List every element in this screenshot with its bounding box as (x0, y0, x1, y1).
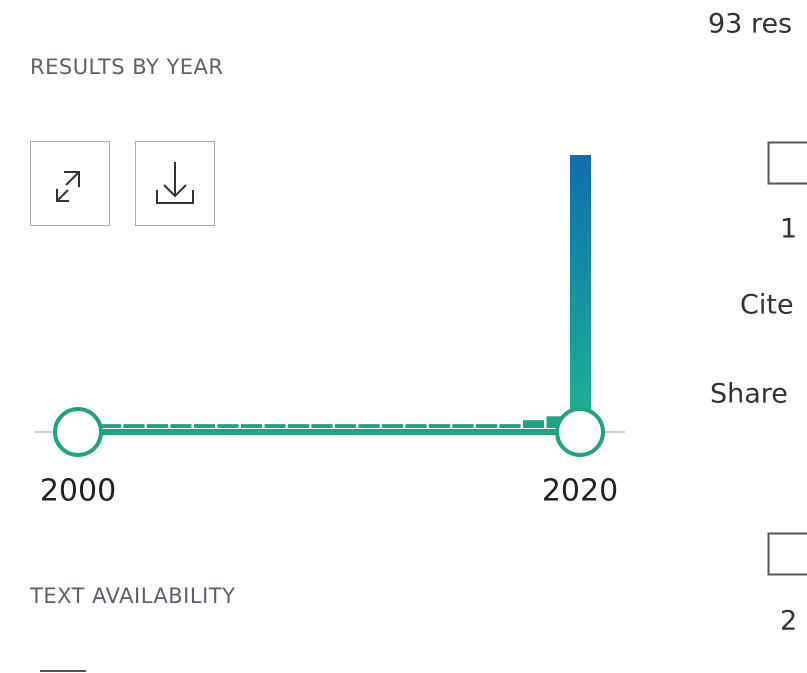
start-year: 2000 (40, 474, 116, 509)
year-bar (523, 420, 544, 428)
year-bar (288, 424, 309, 428)
result-number: 1 (780, 214, 797, 245)
cite-button[interactable]: Cite (740, 290, 794, 321)
year-bar (476, 424, 497, 428)
year-bar (335, 424, 356, 428)
year-bar (194, 424, 215, 428)
share-button[interactable]: Share (710, 379, 788, 410)
year-bar (311, 424, 333, 428)
year-bar (170, 424, 192, 428)
download-button[interactable] (135, 141, 215, 226)
year-bar (264, 424, 286, 428)
year-bar (499, 424, 521, 428)
download-icon (156, 162, 194, 204)
year-bar (382, 424, 403, 428)
year-bar (452, 424, 474, 428)
year-bar (241, 424, 262, 428)
year-bar (123, 424, 145, 428)
end-year: 2020 (542, 474, 618, 509)
year-bar (546, 416, 568, 428)
checkbox[interactable] (767, 532, 807, 576)
year-bar (429, 424, 450, 428)
year-bar (147, 424, 168, 428)
year-bar (405, 424, 427, 428)
expand-icon (56, 171, 80, 202)
section-title: TEXT AVAILABILITY (29, 584, 235, 608)
slider-handle[interactable] (53, 407, 103, 457)
result-number: 2 (780, 606, 797, 637)
expand-button[interactable] (30, 141, 110, 226)
results-count: 93 res (708, 9, 792, 40)
button-frame (135, 141, 215, 226)
year-bar (100, 424, 121, 428)
year-bar (570, 155, 591, 428)
button-frame (30, 141, 110, 226)
checkbox[interactable] (767, 141, 807, 185)
year-bar (217, 424, 239, 428)
section-title: RESULTS BY YEAR (30, 55, 224, 79)
histogram (100, 155, 591, 428)
year-bar (358, 424, 380, 428)
slider-handle[interactable] (555, 407, 605, 457)
